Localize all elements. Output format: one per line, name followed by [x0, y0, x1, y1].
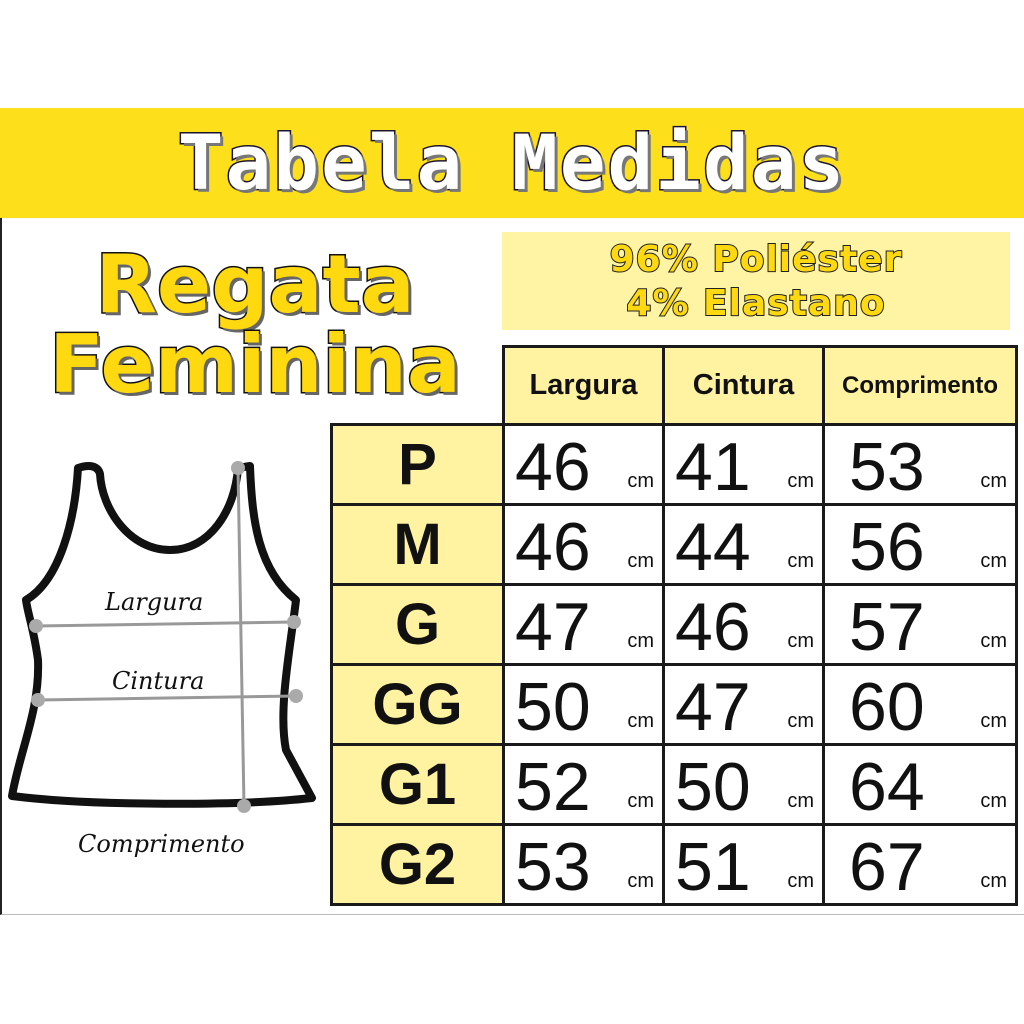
product-name-line1: Regata [94, 237, 416, 333]
measure-cell: 56 cm [822, 503, 1018, 586]
table-row: M 46 cm 44 cm 56 cm [330, 503, 1018, 586]
measure-value: 50 [675, 749, 751, 825]
measure-value: 41 [675, 429, 751, 505]
measure-point [29, 619, 43, 633]
measure-cell: 51 cm [662, 823, 825, 906]
measure-value: 56 [849, 509, 925, 585]
empty-corner [332, 347, 504, 425]
measure-value: 44 [675, 509, 751, 585]
measure-cell: 50 cm [662, 743, 825, 826]
unit-label: cm [627, 790, 654, 812]
diagram-label-length: Comprimento [78, 830, 245, 858]
fabric-elastane: 4% Elastano [625, 282, 886, 325]
unit-label: cm [980, 790, 1007, 812]
measure-point [237, 799, 251, 813]
column-header-cintura: Cintura [662, 345, 825, 426]
measure-point [31, 693, 45, 707]
size-table: Largura Cintura Comprimento P 46 cm 41 cm 53 c… [330, 345, 1018, 906]
measure-cell: 64 cm [822, 743, 1018, 826]
unit-label: cm [627, 630, 654, 652]
size-label: GG [330, 663, 505, 746]
measure-value: 67 [849, 829, 925, 905]
column-header-comprimento: Comprimento [822, 345, 1018, 426]
measure-value: 52 [515, 749, 591, 825]
measure-value: 51 [675, 829, 751, 905]
table-row: G 47 cm 46 cm 57 cm [330, 583, 1018, 666]
unit-label: cm [980, 630, 1007, 652]
unit-label: cm [980, 550, 1007, 572]
unit-label: cm [627, 710, 654, 732]
measure-value: 60 [849, 669, 925, 745]
column-header-largura: Largura [502, 345, 665, 426]
size-label: M [330, 503, 505, 586]
unit-label: cm [787, 790, 814, 812]
fabric-composition: 96% Poliéster 4% Elastano [502, 232, 1010, 330]
measure-cell: 44 cm [662, 503, 825, 586]
measure-cell: 53 cm [502, 823, 665, 906]
unit-label: cm [980, 870, 1007, 892]
unit-label: cm [787, 710, 814, 732]
waist-measure-line [37, 694, 297, 702]
measure-value: 47 [515, 589, 591, 665]
size-label: G [330, 583, 505, 666]
measure-cell: 53 cm [822, 423, 1018, 506]
measure-value: 53 [515, 829, 591, 905]
table-header-row: Largura Cintura Comprimento [332, 345, 1018, 426]
tank-top-diagram [8, 461, 316, 813]
unit-label: cm [787, 470, 814, 492]
unit-label: cm [787, 630, 814, 652]
measure-cell: 46 cm [502, 423, 665, 506]
measure-cell: 46 cm [662, 583, 825, 666]
product-name-line2: Feminina [48, 317, 463, 413]
size-label: P [330, 423, 505, 506]
table-row: GG 50 cm 47 cm 60 cm [330, 663, 1018, 746]
table-row: G1 52 cm 50 cm 64 cm [330, 743, 1018, 826]
table-row: P 46 cm 41 cm 53 cm [330, 423, 1018, 506]
measure-cell: 47 cm [502, 583, 665, 666]
table-row: G2 53 cm 51 cm 67 cm [330, 823, 1018, 906]
unit-label: cm [787, 870, 814, 892]
measure-value: 46 [515, 509, 591, 585]
measure-point [289, 689, 303, 703]
measure-value: 53 [849, 429, 925, 505]
fabric-polyester: 96% Poliéster [609, 238, 903, 281]
title-band [0, 108, 1024, 218]
measure-point [287, 615, 301, 629]
measure-cell: 46 cm [502, 503, 665, 586]
unit-label: cm [627, 550, 654, 572]
measure-cell: 60 cm [822, 663, 1018, 746]
unit-label: cm [980, 710, 1007, 732]
measure-cell: 50 cm [502, 663, 665, 746]
measure-value: 46 [675, 589, 751, 665]
measure-value: 47 [675, 669, 751, 745]
unit-label: cm [627, 470, 654, 492]
measure-cell: 57 cm [822, 583, 1018, 666]
unit-label: cm [980, 470, 1007, 492]
page-title: Tabela Medidas [176, 117, 847, 209]
size-label: G1 [330, 743, 505, 826]
measure-value: 64 [849, 749, 925, 825]
measure-value: 50 [515, 669, 591, 745]
measure-cell: 47 cm [662, 663, 825, 746]
measure-point [231, 461, 245, 475]
measure-value: 46 [515, 429, 591, 505]
measure-cell: 41 cm [662, 423, 825, 506]
content-frame [0, 218, 1024, 915]
diagram-label-waist: Cintura [112, 667, 205, 695]
measure-cell: 67 cm [822, 823, 1018, 906]
diagram-label-width: Largura [105, 588, 204, 616]
size-label: G2 [330, 823, 505, 906]
measure-value: 57 [849, 589, 925, 665]
width-measure-line [35, 620, 295, 628]
length-measure-line [236, 467, 246, 807]
tank-top-outline [8, 462, 316, 808]
measure-cell: 52 cm [502, 743, 665, 826]
unit-label: cm [787, 550, 814, 572]
unit-label: cm [627, 870, 654, 892]
